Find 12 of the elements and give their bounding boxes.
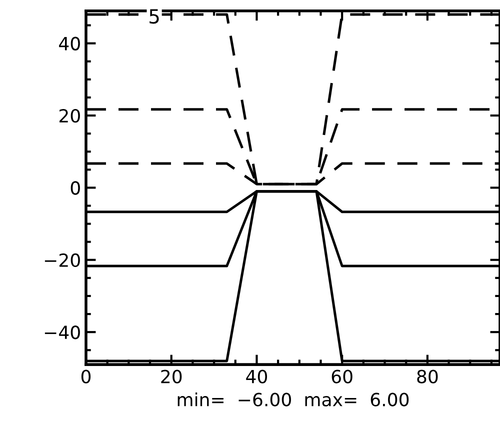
- x-tick-label: 60: [332, 370, 352, 384]
- x-tick-label: 20: [161, 370, 182, 384]
- annotation: 5: [150, 9, 159, 24]
- y-tick-label: 0: [70, 181, 80, 195]
- x-tick-label: 80: [417, 370, 438, 384]
- y-tick-label: −40: [44, 326, 80, 340]
- y-tick-label: 40: [59, 36, 80, 50]
- x-tick-label: 40: [246, 370, 268, 384]
- y-tick-label: 20: [59, 108, 80, 123]
- y-tick-label: −20: [44, 253, 80, 268]
- x-tick-label: 0: [81, 370, 91, 384]
- x-axis-title: min= −6.00 max= 6.00: [178, 392, 409, 406]
